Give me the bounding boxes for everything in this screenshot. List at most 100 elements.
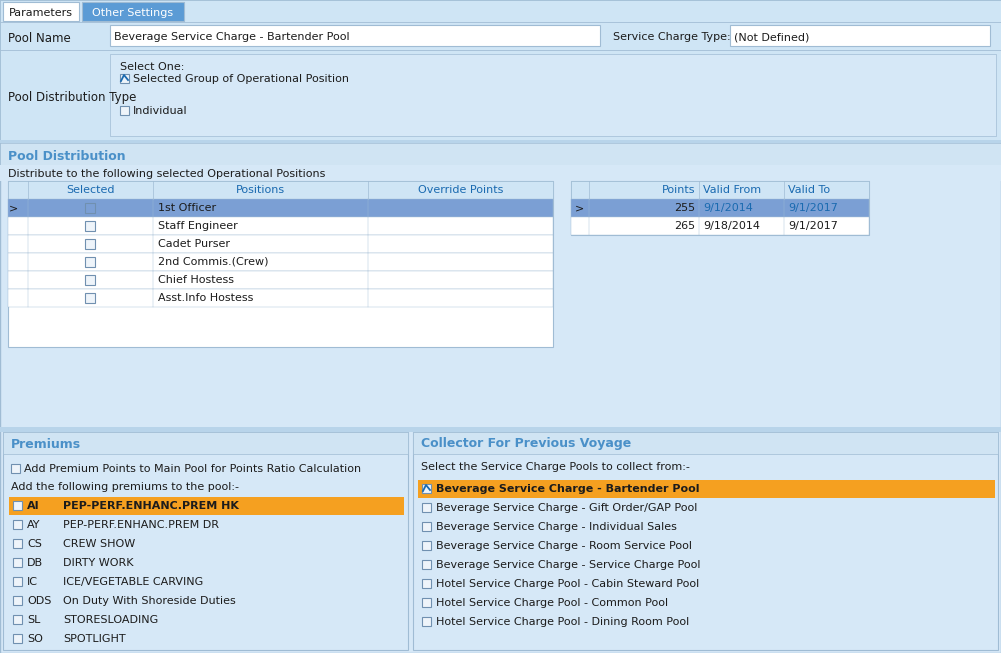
- Bar: [13, 615, 22, 624]
- Bar: [9, 497, 404, 515]
- Text: AY: AY: [27, 520, 40, 530]
- Text: Selected: Selected: [66, 185, 115, 195]
- Text: SPOTLIGHT: SPOTLIGHT: [63, 634, 125, 644]
- Text: Parameters: Parameters: [9, 8, 73, 18]
- Text: PEP-PERF.ENHANC.PREM HK: PEP-PERF.ENHANC.PREM HK: [63, 501, 239, 511]
- Text: STORESLOADING: STORESLOADING: [63, 615, 158, 625]
- Bar: [110, 54, 996, 136]
- Text: Add the following premiums to the pool:-: Add the following premiums to the pool:-: [11, 482, 239, 492]
- Text: SO: SO: [27, 634, 43, 644]
- Bar: [571, 181, 869, 199]
- Text: SL: SL: [27, 615, 40, 625]
- Bar: [85, 203, 95, 213]
- Text: Beverage Service Charge - Bartender Pool: Beverage Service Charge - Bartender Pool: [114, 32, 349, 42]
- Text: Premiums: Premiums: [11, 438, 81, 451]
- Text: 2nd Commis.(Crew): 2nd Commis.(Crew): [158, 257, 268, 267]
- Bar: [3, 2, 79, 21]
- Text: Valid From: Valid From: [703, 185, 761, 195]
- Text: 9/1/2017: 9/1/2017: [788, 221, 838, 231]
- Text: Pool Distribution: Pool Distribution: [8, 150, 125, 163]
- Text: 9/18/2014: 9/18/2014: [703, 221, 760, 231]
- Bar: [571, 217, 869, 235]
- Bar: [422, 503, 431, 512]
- Bar: [13, 539, 22, 548]
- Text: Add Premium Points to Main Pool for Points Ratio Calculation: Add Premium Points to Main Pool for Poin…: [24, 464, 361, 474]
- Bar: [13, 520, 22, 529]
- Bar: [0, 50, 1001, 140]
- Text: Hotel Service Charge Pool - Dining Room Pool: Hotel Service Charge Pool - Dining Room …: [436, 617, 690, 627]
- Bar: [3, 432, 408, 454]
- Bar: [82, 2, 184, 21]
- Bar: [120, 74, 129, 83]
- Bar: [13, 596, 22, 605]
- Bar: [8, 253, 553, 271]
- Text: Beverage Service Charge - Service Charge Pool: Beverage Service Charge - Service Charge…: [436, 560, 701, 570]
- Bar: [8, 181, 553, 347]
- Bar: [422, 484, 431, 493]
- Bar: [8, 217, 553, 235]
- Text: ODS: ODS: [27, 596, 51, 606]
- Text: 255: 255: [674, 203, 695, 213]
- Text: DIRTY WORK: DIRTY WORK: [63, 558, 133, 568]
- Bar: [422, 598, 431, 607]
- Text: Beverage Service Charge - Gift Order/GAP Pool: Beverage Service Charge - Gift Order/GAP…: [436, 503, 698, 513]
- Bar: [13, 501, 22, 510]
- Bar: [413, 432, 998, 650]
- Text: >: >: [9, 203, 19, 213]
- Text: 265: 265: [674, 221, 695, 231]
- Text: On Duty With Shoreside Duties: On Duty With Shoreside Duties: [63, 596, 236, 606]
- Text: DB: DB: [27, 558, 43, 568]
- Bar: [571, 199, 869, 217]
- Text: ICE/VEGETABLE CARVING: ICE/VEGETABLE CARVING: [63, 577, 203, 587]
- Text: Individual: Individual: [133, 106, 187, 116]
- Bar: [85, 293, 95, 303]
- Bar: [3, 432, 408, 650]
- Text: IC: IC: [27, 577, 38, 587]
- Bar: [422, 560, 431, 569]
- Text: 9/1/2014: 9/1/2014: [703, 203, 753, 213]
- Text: Pool Name: Pool Name: [8, 31, 71, 44]
- Text: Distribute to the following selected Operational Positions: Distribute to the following selected Ope…: [8, 169, 325, 179]
- Text: Collector For Previous Voyage: Collector For Previous Voyage: [421, 438, 632, 451]
- Text: Asst.Info Hostess: Asst.Info Hostess: [158, 293, 253, 303]
- Bar: [413, 432, 998, 454]
- Bar: [11, 464, 20, 473]
- Bar: [85, 221, 95, 231]
- Text: Beverage Service Charge - Individual Sales: Beverage Service Charge - Individual Sal…: [436, 522, 677, 532]
- Bar: [8, 199, 553, 217]
- Text: Beverage Service Charge - Room Service Pool: Beverage Service Charge - Room Service P…: [436, 541, 692, 551]
- Text: Staff Engineer: Staff Engineer: [158, 221, 238, 231]
- Bar: [85, 239, 95, 249]
- Bar: [422, 541, 431, 550]
- Bar: [730, 25, 990, 46]
- Text: Valid To: Valid To: [788, 185, 830, 195]
- Text: Override Points: Override Points: [417, 185, 504, 195]
- Text: Pool Distribution Type: Pool Distribution Type: [8, 91, 136, 103]
- Text: CS: CS: [27, 539, 42, 549]
- Bar: [110, 25, 600, 46]
- Text: Chief Hostess: Chief Hostess: [158, 275, 234, 285]
- Bar: [8, 289, 553, 307]
- Text: (Not Defined): (Not Defined): [734, 32, 810, 42]
- Text: 1st Officer: 1st Officer: [158, 203, 216, 213]
- Text: CREW SHOW: CREW SHOW: [63, 539, 135, 549]
- Bar: [0, 165, 1001, 181]
- Bar: [0, 0, 1001, 22]
- Bar: [8, 181, 553, 199]
- Bar: [571, 181, 869, 235]
- Bar: [120, 106, 129, 115]
- Text: AI: AI: [27, 501, 40, 511]
- Bar: [418, 480, 995, 498]
- Bar: [13, 558, 22, 567]
- Text: Selected Group of Operational Position: Selected Group of Operational Position: [133, 74, 349, 84]
- Bar: [422, 579, 431, 588]
- Bar: [0, 22, 1001, 50]
- Text: Other Settings: Other Settings: [92, 8, 173, 18]
- Bar: [13, 634, 22, 643]
- Bar: [8, 271, 553, 289]
- Text: Hotel Service Charge Pool - Cabin Steward Pool: Hotel Service Charge Pool - Cabin Stewar…: [436, 579, 700, 589]
- Bar: [13, 577, 22, 586]
- Text: 9/1/2017: 9/1/2017: [788, 203, 838, 213]
- Text: >: >: [576, 203, 585, 213]
- Text: Select the Service Charge Pools to collect from:-: Select the Service Charge Pools to colle…: [421, 462, 690, 472]
